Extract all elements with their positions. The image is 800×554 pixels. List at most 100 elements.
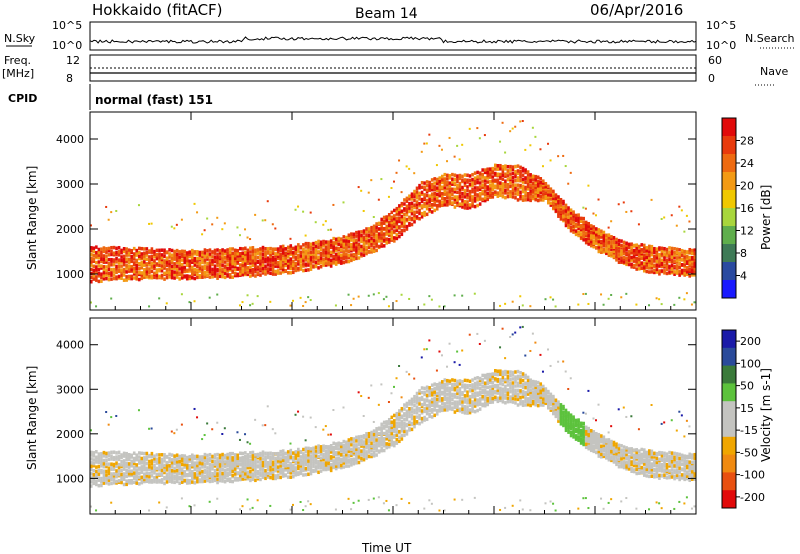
power-echo-cell <box>309 264 313 268</box>
power-scatter-cell <box>332 203 335 206</box>
power-echo-cell <box>645 255 649 260</box>
power-echo-cell <box>158 255 161 260</box>
power-echo-cell <box>175 275 179 279</box>
velocity-near-cell <box>302 509 305 512</box>
velocity-echo-cell <box>145 466 149 471</box>
velocity-echo-cell <box>420 409 424 413</box>
power-echo-cell <box>175 264 179 268</box>
velocity-echo-cell <box>254 471 257 476</box>
velocity-echo-cell <box>468 394 472 399</box>
power-echo-cell <box>223 260 227 264</box>
velocity-echo-cell <box>622 453 626 458</box>
power-echo-cell <box>471 197 474 202</box>
velocity-echo-cell <box>521 374 525 379</box>
velocity-echo-cell <box>440 397 444 401</box>
power-echo-cell <box>514 188 517 192</box>
velocity-echo-cell <box>592 430 596 434</box>
power-echo-cell <box>150 261 154 266</box>
velocity-echo-cell <box>536 391 540 395</box>
velocity-echo-cell <box>140 465 144 469</box>
velocity-echo-cell <box>531 383 535 387</box>
power-echo-cell <box>122 259 126 264</box>
velocity-scatter-cell <box>223 427 226 430</box>
velocity-echo-cell <box>446 396 449 400</box>
power-echo-cell <box>521 169 525 173</box>
power-echo-cell <box>471 180 474 185</box>
velocity-echo-cell <box>509 381 512 385</box>
power-echo-cell <box>100 272 103 276</box>
velocity-echo-cell <box>562 422 565 426</box>
velocity-echo-cell <box>289 452 293 456</box>
power-echo-cell <box>435 181 439 186</box>
power-echo-cell <box>473 192 477 197</box>
velocity-echo-cell <box>165 475 169 479</box>
power-echo-cell <box>693 248 697 252</box>
velocity-echo-cell <box>115 469 118 473</box>
freq-label: Freq. <box>4 54 31 67</box>
power-echo-cell <box>519 183 522 188</box>
velocity-scatter-cell <box>420 356 423 359</box>
power-echo-cell <box>660 269 664 273</box>
velocity-echo-cell <box>238 451 242 456</box>
velocity-echo-cell <box>355 443 358 447</box>
power-echo-cell <box>531 196 535 201</box>
velocity-echo-cell <box>541 386 545 391</box>
power-echo-cell <box>271 272 275 276</box>
velocity-echo-cell <box>370 436 373 441</box>
velocity-echo-cell <box>536 389 540 393</box>
power-echo-cell <box>375 222 378 226</box>
velocity-echo-cell <box>110 467 113 471</box>
power-near-cell <box>367 294 370 297</box>
velocity-echo-cell <box>435 397 439 402</box>
power-echo-cell <box>329 264 333 268</box>
velocity-echo-cell <box>281 462 285 466</box>
velocity-echo-cell <box>97 476 101 480</box>
power-echo-cell <box>567 225 570 230</box>
velocity-echo-cell <box>478 378 482 383</box>
velocity-echo-cell <box>125 468 128 472</box>
power-echo-cell <box>579 219 583 223</box>
power-echo-cell <box>473 199 477 203</box>
power-echo-cell <box>491 171 495 175</box>
velocity-echo-cell <box>514 397 517 401</box>
power-echo-cell <box>132 252 136 256</box>
power-echo-cell <box>398 219 401 224</box>
velocity-echo-cell <box>150 462 154 466</box>
power-near-cell <box>504 302 507 305</box>
power-echo-cell <box>377 239 381 243</box>
velocity-echo-cell <box>496 377 500 382</box>
velocity-echo-cell <box>266 453 270 457</box>
velocity-near-cell <box>519 499 522 502</box>
power-echo-cell <box>494 178 497 183</box>
velocity-echo-cell <box>393 424 396 428</box>
velocity-echo-cell <box>112 481 116 485</box>
velocity-echo-cell <box>547 404 550 409</box>
velocity-echo-cell <box>486 392 490 397</box>
velocity-echo-cell <box>95 455 98 460</box>
power-echo-cell <box>428 184 431 188</box>
velocity-echo-cell <box>458 407 462 411</box>
power-echo-cell <box>211 262 214 267</box>
power-echo-cell <box>327 262 330 267</box>
power-echo-cell <box>387 229 391 233</box>
power-echo-cell <box>183 269 187 274</box>
velocity-echo-cell <box>468 403 472 407</box>
power-echo-cell <box>559 207 563 211</box>
power-echo-cell <box>365 233 368 237</box>
velocity-echo-cell <box>284 451 288 456</box>
power-echo-cell <box>329 239 333 243</box>
velocity-echo-cell <box>221 455 224 460</box>
power-echo-cell <box>178 271 181 275</box>
velocity-echo-cell <box>180 454 184 458</box>
power-echo-cell <box>95 265 98 269</box>
power-echo-cell <box>478 173 482 177</box>
velocity-echo-cell <box>347 458 351 462</box>
power-echo-cell <box>183 253 187 257</box>
power-echo-cell <box>461 205 464 209</box>
power-echo-cell <box>228 250 232 255</box>
velocity-echo-cell <box>92 475 96 480</box>
power-echo-cell <box>357 232 361 237</box>
power-echo-cell <box>334 259 338 264</box>
velocity-echo-cell <box>605 456 608 460</box>
velocity-echo-cell <box>557 416 560 421</box>
